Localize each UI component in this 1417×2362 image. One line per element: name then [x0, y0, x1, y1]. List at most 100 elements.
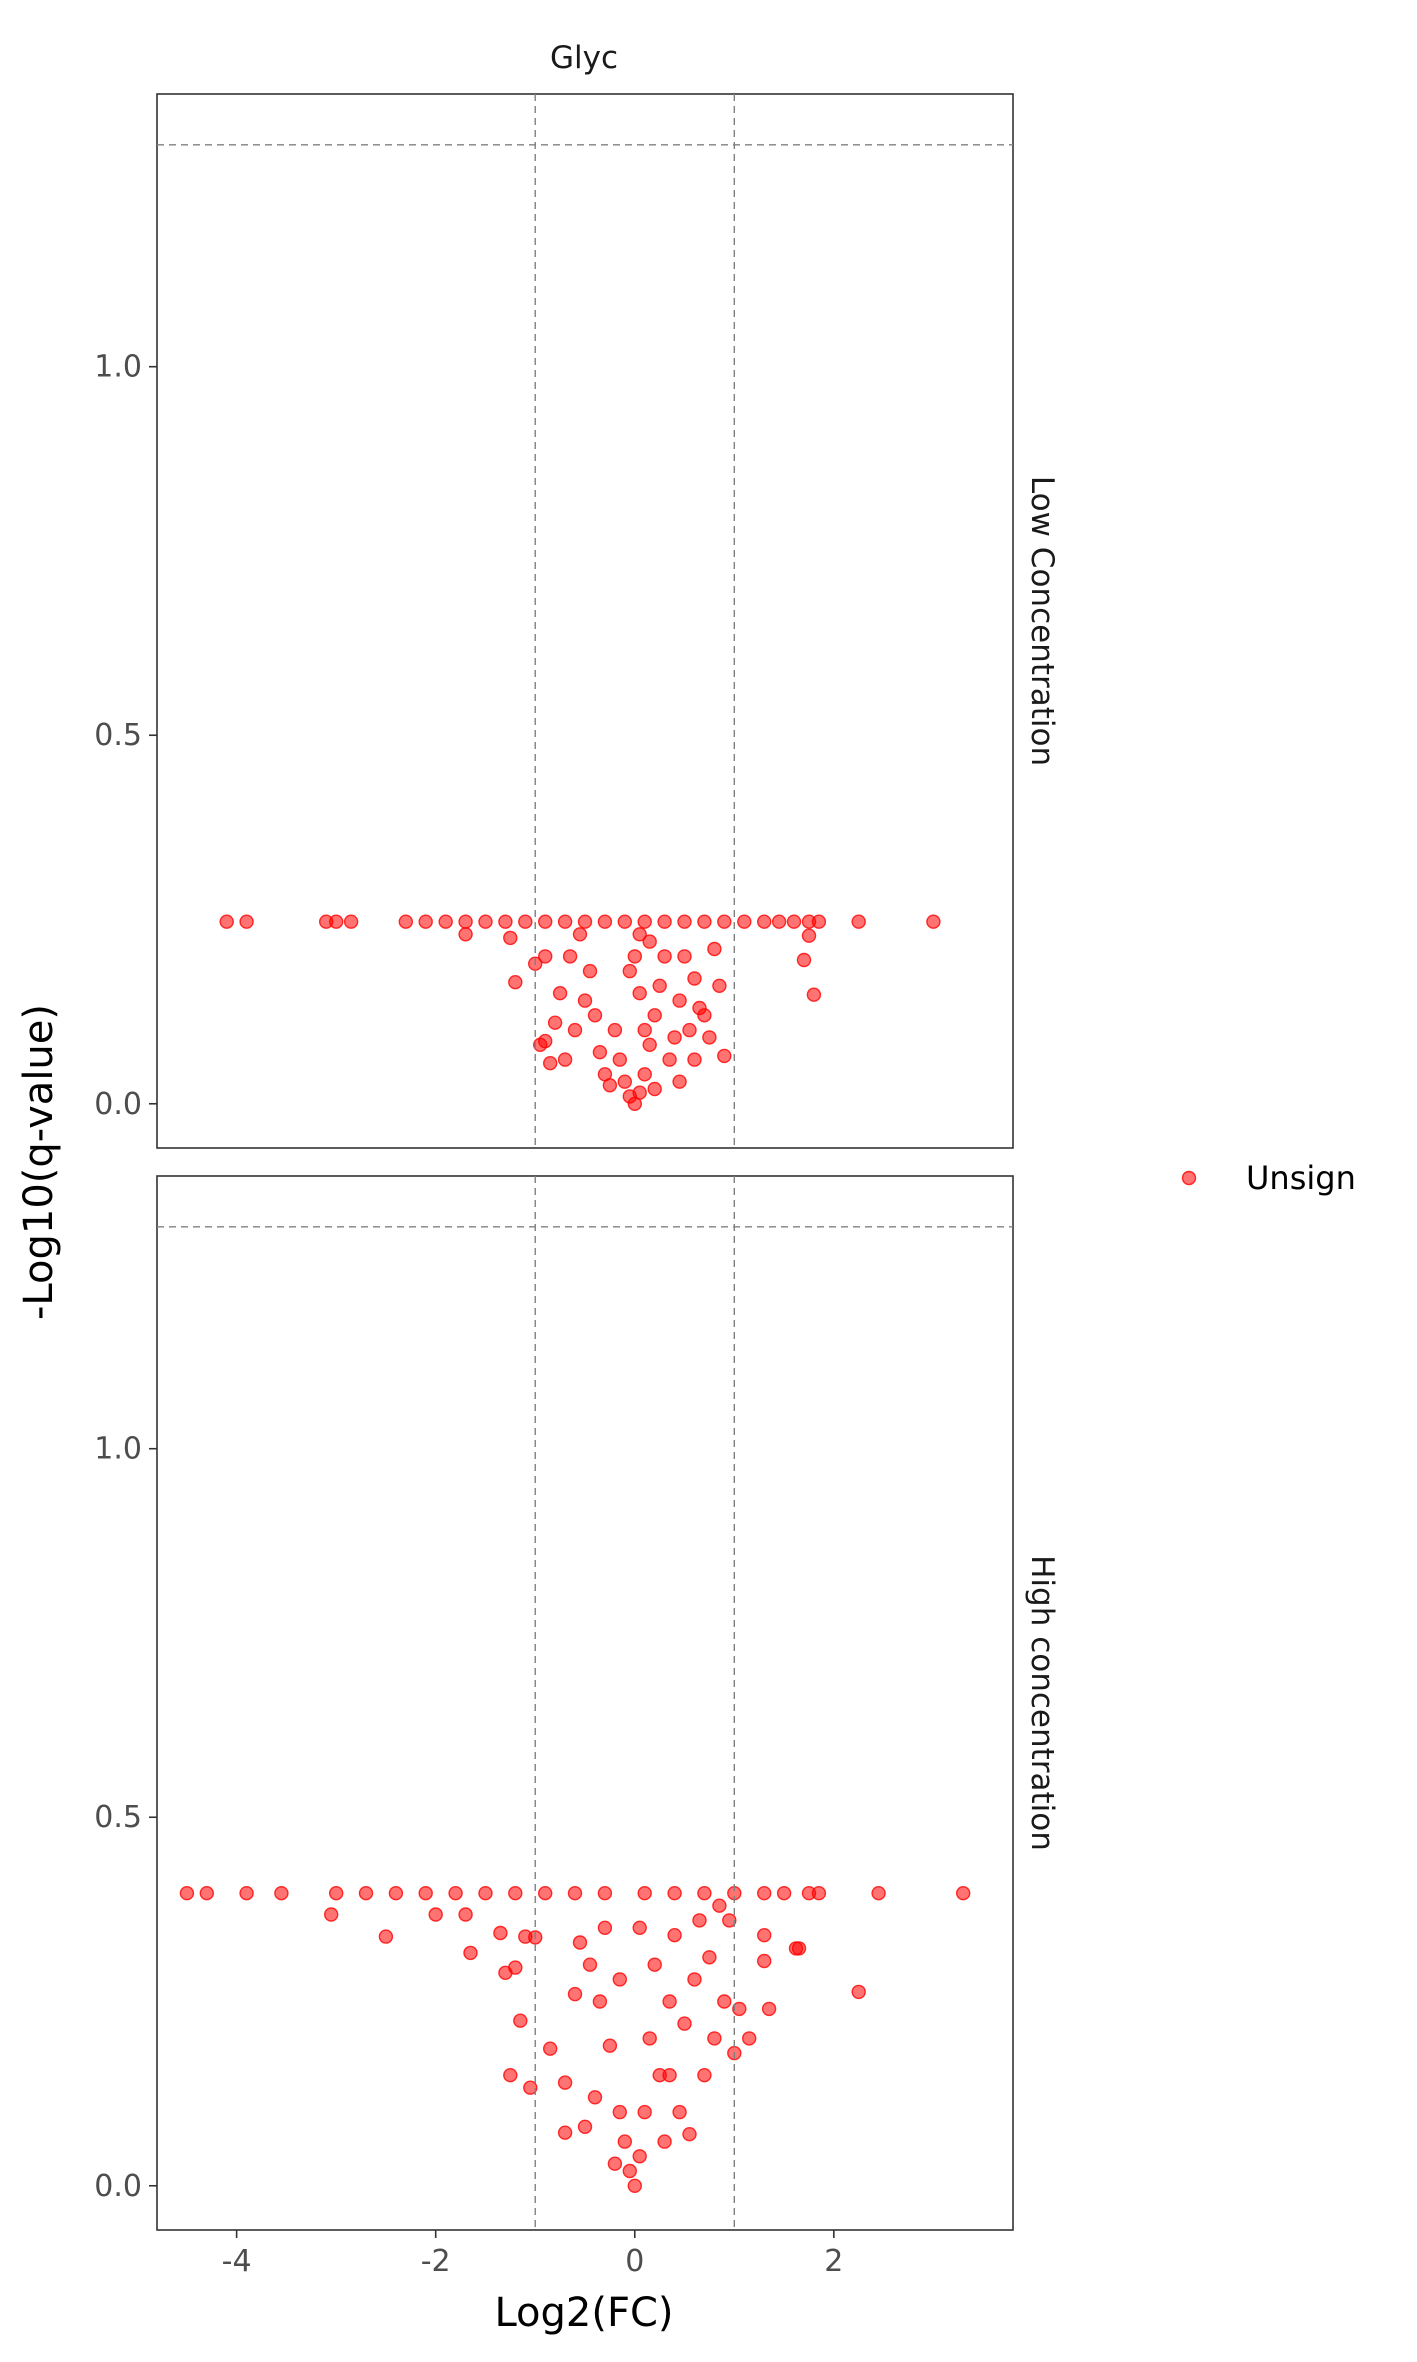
data-point-1-83 — [632, 1920, 647, 1936]
data-point-1-19 — [776, 1885, 792, 1901]
data-point-0-4 — [343, 914, 359, 929]
data-point-1-29 — [493, 1925, 508, 1941]
data-point-0-21 — [717, 914, 732, 929]
data-point-1-49 — [627, 2178, 642, 2194]
data-point-1-0 — [179, 1885, 195, 1901]
data-point-0-32 — [538, 949, 553, 964]
data-point-1-77 — [851, 1984, 866, 2000]
data-point-0-77 — [632, 927, 647, 942]
data-point-0-53 — [632, 1085, 647, 1100]
data-point-0-22 — [737, 914, 752, 929]
data-point-0-43 — [582, 963, 598, 979]
data-point-1-73 — [761, 2001, 777, 2017]
data-point-1-67 — [717, 1994, 732, 2009]
data-point-0-60 — [667, 1030, 682, 1045]
data-point-1-56 — [662, 1994, 677, 2009]
data-point-1-26 — [428, 1907, 443, 1922]
data-point-0-40 — [557, 1052, 573, 1067]
facet-row-label-high: High concentration — [1024, 1555, 1060, 1851]
data-point-1-31 — [508, 1960, 523, 1975]
data-point-0-78 — [642, 934, 657, 949]
data-point-0-74 — [637, 1022, 652, 1038]
data-point-0-44 — [587, 1008, 603, 1023]
data-point-0-72 — [672, 1074, 687, 1089]
facet-column-label: Glyc — [550, 40, 618, 76]
data-point-1-46 — [612, 2104, 627, 2120]
data-point-0-49 — [612, 1052, 627, 1067]
data-point-1-80 — [567, 1986, 583, 2002]
data-point-1-50 — [632, 2149, 647, 2164]
data-point-1-58 — [672, 2104, 687, 2120]
data-point-1-39 — [557, 2125, 573, 2140]
legend-label-unsign: Unsign — [1246, 1159, 1356, 1197]
data-point-1-72 — [757, 1927, 772, 1943]
data-point-1-12 — [567, 1885, 583, 1901]
data-point-1-68 — [722, 1913, 737, 1928]
data-point-1-60 — [682, 2126, 697, 2142]
data-point-1-25 — [378, 1929, 394, 1944]
data-point-1-62 — [692, 1913, 707, 1928]
data-point-1-64 — [702, 1950, 717, 1965]
data-point-0-15 — [597, 914, 613, 929]
data-point-1-38 — [557, 2075, 573, 2090]
data-point-0-27 — [811, 914, 827, 929]
legend: Unsign — [1181, 1159, 1356, 1197]
data-point-0-61 — [672, 993, 687, 1008]
x-tick-label: -4 — [222, 2244, 252, 2279]
data-point-1-15 — [667, 1885, 682, 1901]
y-axis-high: 0.0 0.5 1.0 — [94, 1432, 157, 2204]
data-point-0-67 — [702, 1030, 717, 1045]
data-point-0-25 — [786, 914, 802, 929]
data-point-0-39 — [543, 1055, 558, 1071]
x-tick-label: 2 — [824, 2244, 843, 2279]
data-point-0-58 — [657, 949, 672, 964]
data-point-1-57 — [667, 1927, 682, 1943]
data-point-1-43 — [597, 1920, 613, 1936]
data-point-0-7 — [438, 914, 453, 929]
data-point-1-3 — [274, 1885, 289, 1901]
data-point-1-4 — [329, 1885, 344, 1901]
data-point-0-75 — [632, 986, 647, 1001]
data-point-0-64 — [687, 971, 702, 986]
reference-lines-low — [157, 94, 1013, 1148]
data-point-0-57 — [652, 978, 667, 993]
data-point-1-1 — [199, 1885, 215, 1901]
data-point-0-62 — [677, 949, 692, 964]
x-axis: -4 -2 0 2 — [222, 2230, 843, 2279]
data-point-0-68 — [707, 941, 722, 957]
data-point-0-17 — [637, 914, 652, 929]
panel-border-low — [156, 93, 1014, 1149]
data-point-0-3 — [329, 914, 344, 929]
y-tick-label: 1.0 — [94, 1432, 142, 1467]
data-point-1-16 — [697, 1885, 712, 1901]
data-point-0-70 — [717, 1048, 732, 1064]
data-point-1-66 — [712, 1898, 727, 1913]
data-point-1-8 — [448, 1885, 463, 1901]
data-point-1-6 — [388, 1885, 404, 1901]
data-point-0-6 — [418, 914, 433, 929]
x-tick-label: -2 — [421, 2244, 451, 2279]
data-point-0-41 — [567, 1022, 583, 1038]
facet-row-label-low: Low Concentration — [1024, 476, 1060, 766]
data-point-0-23 — [757, 914, 772, 929]
data-point-0-16 — [617, 914, 632, 929]
data-point-1-24 — [324, 1907, 339, 1922]
data-point-1-22 — [871, 1885, 886, 1901]
data-point-1-42 — [592, 1994, 608, 2009]
data-point-0-82 — [801, 928, 817, 943]
data-point-0-63 — [682, 1022, 697, 1038]
data-point-0-59 — [662, 1052, 677, 1067]
data-point-0-35 — [552, 986, 568, 1001]
data-point-1-21 — [811, 1885, 827, 1901]
data-point-0-24 — [771, 914, 787, 929]
reference-lines-high — [157, 1176, 1013, 2230]
data-point-1-74 — [757, 1953, 772, 1969]
data-point-0-38 — [533, 1037, 548, 1053]
data-point-1-10 — [508, 1885, 523, 1901]
data-point-1-18 — [757, 1885, 772, 1901]
y-tick-label: 0.5 — [94, 1800, 142, 1835]
data-point-0-8 — [458, 914, 473, 929]
data-point-0-14 — [577, 914, 593, 929]
points-low-concentration — [219, 914, 941, 1112]
data-point-0-76 — [627, 949, 642, 964]
